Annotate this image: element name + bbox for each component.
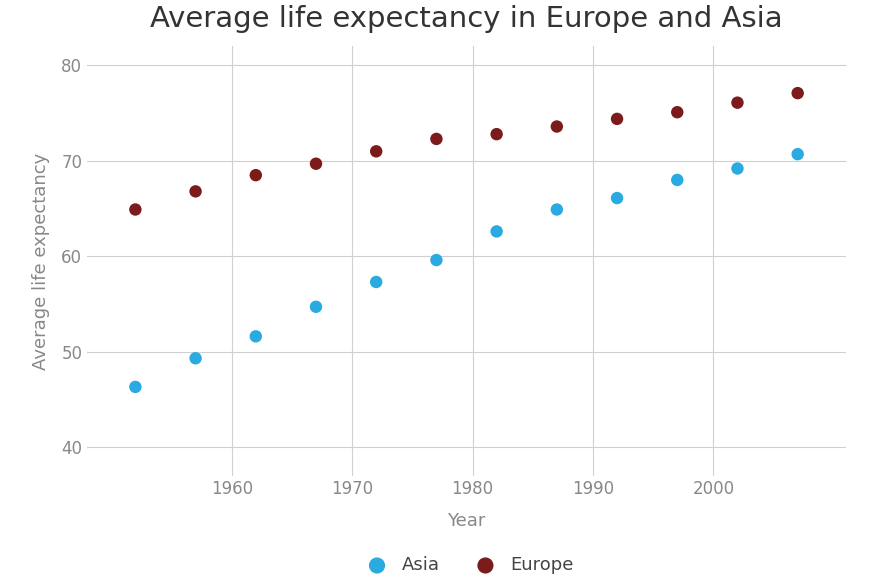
Europe: [610, 114, 624, 124]
Europe: [671, 107, 685, 117]
Europe: [429, 135, 443, 144]
Asia: [791, 150, 805, 159]
Asia: [369, 277, 383, 287]
Asia: [731, 164, 745, 173]
Y-axis label: Average life expectancy: Average life expectancy: [32, 153, 51, 369]
Asia: [490, 227, 504, 236]
Europe: [550, 122, 564, 131]
Europe: [731, 98, 745, 107]
Title: Average life expectancy in Europe and Asia: Average life expectancy in Europe and As…: [150, 5, 783, 33]
Asia: [610, 193, 624, 202]
Asia: [249, 332, 262, 341]
Europe: [249, 171, 262, 180]
Europe: [309, 159, 323, 168]
Europe: [369, 147, 383, 156]
Asia: [671, 175, 685, 184]
Asia: [550, 205, 564, 214]
Asia: [188, 354, 202, 363]
Europe: [490, 129, 504, 139]
Europe: [128, 205, 142, 214]
Europe: [188, 187, 202, 196]
Asia: [309, 302, 323, 311]
Legend: Asia, Europe: Asia, Europe: [351, 549, 582, 580]
Europe: [791, 89, 805, 98]
X-axis label: Year: Year: [447, 512, 486, 530]
Asia: [128, 382, 142, 392]
Asia: [429, 255, 443, 264]
